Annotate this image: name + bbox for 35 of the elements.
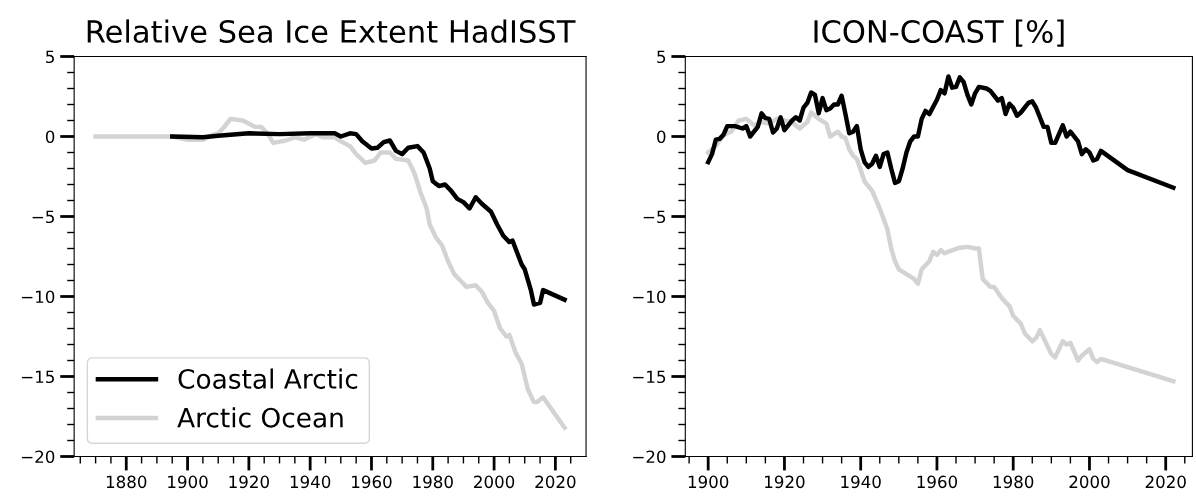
x-tick-label: 1980	[993, 475, 1034, 489]
x-tick-label: 2000	[1069, 475, 1110, 489]
x-tick-label: 2020	[1145, 475, 1186, 489]
y-tick-label: 5	[657, 50, 666, 64]
legend-label: Arctic Ocean	[177, 407, 343, 428]
legend-label: Coastal Arctic	[178, 368, 358, 389]
x-tick-label: 1960	[352, 475, 392, 489]
x-tick-label: 1960	[917, 475, 958, 489]
y-tick-label: −15	[21, 370, 54, 384]
x-tick-label: 1940	[841, 475, 881, 489]
x-tick-label: 1920	[765, 475, 805, 489]
y-tick-label: −5	[643, 210, 666, 224]
line-series	[705, 74, 1176, 190]
line-series	[93, 116, 567, 430]
x-tick-label: 2020	[535, 475, 576, 489]
line-series	[705, 110, 1176, 384]
y-tick-label: 0	[45, 130, 55, 144]
x-tick-label: 1940	[290, 475, 331, 489]
line-series	[170, 131, 567, 307]
y-tick-label: 5	[46, 50, 54, 64]
chart-title: Relative Sea Ice Extent HadISST	[87, 19, 576, 44]
y-tick-label: 0	[657, 130, 666, 144]
x-tick-label: 1900	[688, 475, 729, 489]
y-tick-label: −5	[32, 210, 54, 224]
y-tick-label: −15	[633, 370, 666, 384]
x-tick-label: 2000	[474, 475, 515, 489]
chart-title: ICON-COAST [%]	[814, 19, 1064, 47]
y-tick-label: −20	[21, 450, 55, 464]
y-tick-label: −10	[21, 290, 55, 304]
x-tick-label: 1980	[413, 475, 453, 489]
y-tick-label: −10	[633, 290, 666, 304]
y-tick-label: −20	[633, 450, 666, 464]
x-tick-label: 1880	[106, 475, 147, 489]
x-tick-label: 1920	[229, 475, 269, 489]
x-tick-label: 1900	[168, 475, 208, 489]
